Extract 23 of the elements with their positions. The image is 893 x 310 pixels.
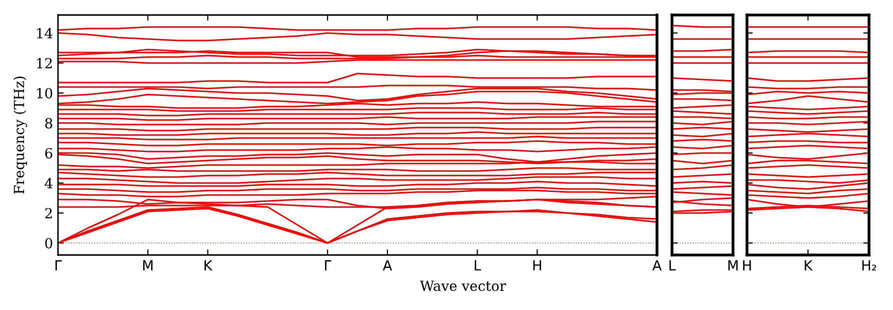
x-tick-label: L [669, 260, 676, 270]
y-tick-label: 14 [37, 28, 52, 38]
x-axis-title: Wave vector [420, 280, 506, 292]
y-tick-label: 12 [37, 58, 52, 68]
x-tick-label: Γ [325, 260, 332, 270]
y-tick-label: 4 [44, 178, 52, 188]
x-tick-label: M [143, 260, 152, 270]
y-axis-title: Frequency (THz) [13, 76, 28, 194]
x-tick-label: M [728, 260, 738, 270]
x-tick-label: A [382, 260, 392, 270]
y-tick-label: 10 [37, 88, 52, 98]
x-tick-label: H₂ [862, 260, 876, 270]
x-tick-label: H [533, 260, 542, 270]
x-tick-label: Γ [55, 260, 62, 270]
x-tick-label: K [204, 260, 213, 270]
x-tick-label: H [743, 260, 751, 270]
y-tick-label: 0 [45, 238, 52, 248]
x-tick-label: K [804, 260, 813, 270]
x-tick-label: L [474, 260, 482, 270]
y-tick-label: 6 [45, 148, 52, 158]
y-tick-label: 8 [45, 118, 52, 128]
y-tick-label: 2 [45, 208, 52, 218]
x-tick-label: A [652, 260, 662, 270]
